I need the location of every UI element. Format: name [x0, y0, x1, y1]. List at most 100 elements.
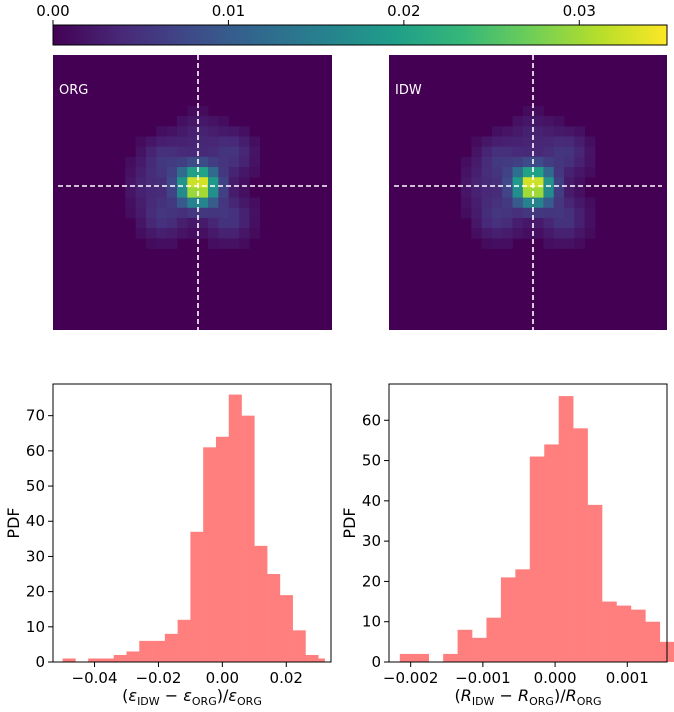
heatmap-cell — [533, 197, 544, 209]
heatmap-cell — [208, 146, 219, 158]
heatmap-cell — [502, 217, 513, 229]
heatmap-cell — [533, 217, 544, 229]
heatmap-idw-label: IDW — [395, 83, 422, 98]
hist-epsilon: −0.04 −0.02 0.00 0.02 0 10 20 30 40 50 60 70 PDF (… — [4, 383, 332, 708]
heatmap-cell — [239, 156, 250, 168]
heatmap-cell — [461, 187, 472, 198]
heatmap-cell — [512, 156, 524, 168]
histogram-bar — [318, 658, 325, 662]
histogram-bar — [500, 577, 516, 662]
heatmap-cell — [502, 126, 513, 137]
heatmap-cell — [491, 126, 503, 137]
heatmap-cell — [177, 207, 188, 219]
heatmap-cell — [187, 228, 199, 239]
heatmap-cell — [208, 197, 219, 209]
hist-epsilon-yticks: 0 10 20 30 40 50 60 70 — [26, 407, 53, 671]
histogram-bar — [126, 651, 140, 662]
heatmap-cell — [249, 228, 261, 239]
histogram-bar — [190, 531, 204, 662]
heatmap-cell — [177, 187, 188, 198]
heatmap-cell — [491, 238, 503, 249]
histogram-bar — [486, 617, 502, 662]
colorbar: 0.00 0.01 0.02 0.03 — [36, 2, 668, 46]
heatmap-cell — [533, 228, 544, 239]
heatmap-cell — [491, 217, 503, 229]
heatmap-cell — [156, 167, 168, 178]
heatmap-cell — [228, 238, 240, 249]
heatmap-cell — [146, 228, 157, 239]
heatmap-cell — [197, 156, 209, 168]
heatmap-cell — [177, 217, 188, 229]
heatmap-cell — [553, 207, 565, 219]
y-tick-label: 0 — [35, 653, 45, 671]
hist-epsilon-frame — [52, 383, 332, 663]
heatmap-cell — [461, 156, 472, 168]
heatmap-cell — [584, 197, 596, 209]
heatmap-cell — [208, 136, 219, 148]
heatmap-cell — [574, 197, 586, 209]
heatmap-cell — [208, 217, 219, 229]
heatmap-cell — [197, 228, 209, 239]
histogram-bar — [558, 396, 574, 662]
heatmap-cell — [574, 177, 586, 188]
x-tick-label: −0.04 — [72, 669, 118, 687]
heatmap-cell — [491, 228, 503, 239]
heatmap-cell — [491, 207, 503, 219]
heatmap-cell — [146, 207, 157, 219]
histogram-bar — [177, 619, 191, 662]
heatmap-cell — [471, 177, 483, 188]
heatmap-cell — [218, 228, 230, 239]
heatmap-cell — [187, 177, 199, 188]
heatmap-cell — [166, 177, 178, 188]
heatmap-cell — [584, 156, 596, 168]
histogram-bar — [305, 654, 319, 662]
heatmap-cell — [249, 167, 261, 178]
heatmap-cell — [249, 207, 261, 219]
heatmap-cell — [228, 146, 240, 158]
heatmap-cell — [156, 238, 168, 249]
y-tick-label: 60 — [26, 442, 45, 460]
histogram-bar — [279, 595, 293, 662]
heatmap-cell — [471, 146, 483, 158]
heatmap-cell — [481, 146, 493, 158]
y-tick-label: 20 — [362, 572, 381, 590]
heatmap-cell — [228, 197, 240, 209]
y-tick-label: 50 — [362, 452, 381, 470]
heatmap-cell — [208, 187, 219, 198]
heatmap-cell — [228, 167, 240, 178]
heatmap-cell — [533, 177, 544, 188]
histogram-bar — [100, 658, 115, 662]
histogram-bar — [267, 574, 281, 662]
heatmap-cell — [218, 177, 230, 188]
x-tick-label: 0.02 — [270, 669, 303, 687]
heatmap-cell — [135, 197, 147, 209]
heatmap-cell — [553, 197, 565, 209]
heatmap-cell — [553, 156, 565, 168]
heatmap-cell — [512, 217, 524, 229]
heatmap-cell — [512, 167, 524, 178]
heatmap-cell — [177, 116, 188, 127]
y-tick-label: 60 — [362, 411, 381, 429]
heatmap-cell — [522, 105, 534, 117]
histogram-bar — [139, 640, 153, 662]
heatmap-cell — [553, 146, 565, 158]
heatmap-cell — [187, 136, 199, 148]
heatmap-cell — [249, 197, 261, 209]
heatmap-cell — [166, 238, 178, 249]
heatmap-cell — [156, 187, 168, 198]
heatmap-cell — [197, 116, 209, 127]
heatmap-cell — [481, 197, 493, 209]
heatmap-cell — [197, 217, 209, 229]
heatmap-cell — [187, 146, 199, 158]
heatmap-org-cells — [125, 105, 261, 249]
heatmap-cell — [228, 126, 240, 137]
heatmap-cell — [218, 207, 230, 219]
heatmap-cell — [187, 197, 199, 209]
heatmap-cell — [533, 105, 544, 117]
histogram-bar — [630, 609, 646, 662]
histogram-bar — [616, 605, 632, 662]
histogram-bar — [472, 637, 487, 662]
heatmap-cell — [208, 238, 219, 249]
y-tick-label: 30 — [362, 532, 381, 550]
heatmap-cell — [228, 136, 240, 148]
